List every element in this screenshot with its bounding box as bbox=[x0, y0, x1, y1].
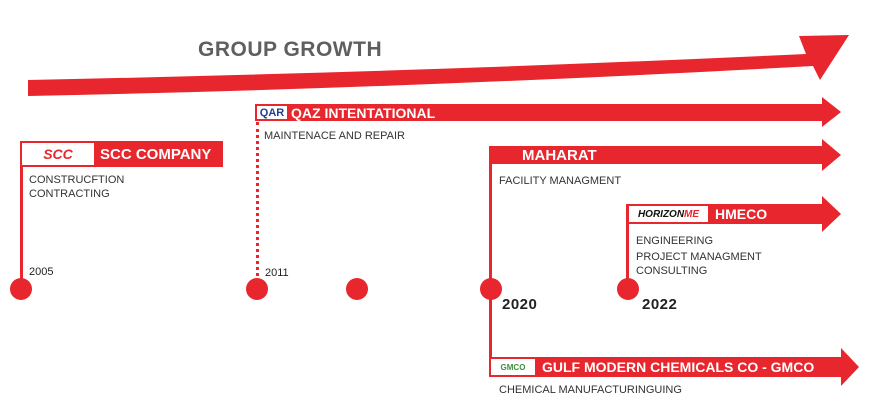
maharat-service-1: FACILITY MANAGMENT bbox=[499, 175, 622, 187]
qaz-timeline-line bbox=[256, 122, 259, 282]
maharat-company-name: MAHARAT bbox=[522, 147, 597, 164]
hmeco-year: 2022 bbox=[642, 296, 678, 313]
qaz-company-name: QAZ INTENTATIONAL bbox=[291, 105, 436, 121]
scc-timeline-line bbox=[20, 165, 23, 286]
maharat-year: 2020 bbox=[502, 296, 538, 313]
qaz-logo: QAR bbox=[257, 106, 287, 119]
qaz-service-1: MAINTENACE AND REPAIR bbox=[264, 130, 405, 142]
scc-year: 2005 bbox=[29, 266, 54, 278]
maharat-timeline-line bbox=[489, 146, 492, 374]
hmeco-company-name: HMECO bbox=[715, 206, 768, 222]
hmeco-logo: HORIZON ME bbox=[629, 206, 708, 222]
scc-timeline-dot bbox=[10, 278, 32, 300]
gmco-logo: GMCO bbox=[491, 359, 535, 375]
scc-service-1: CONSTRUCFTION bbox=[29, 174, 125, 186]
qaz-year: 2011 bbox=[265, 267, 289, 279]
scc-service-2: CONTRACTING bbox=[29, 188, 110, 200]
hmeco-service-3: CONSULTING bbox=[636, 265, 708, 277]
page-title: GROUP GROWTH bbox=[198, 38, 383, 61]
hmeco-timeline-dot bbox=[617, 278, 639, 300]
qaz-timeline-dot bbox=[246, 278, 268, 300]
timeline-dot bbox=[346, 278, 368, 300]
hmeco-timeline-line bbox=[626, 205, 629, 283]
scc-logo: SCC bbox=[22, 143, 94, 165]
maharat-timeline-dot bbox=[480, 278, 502, 300]
hmeco-service-2: PROJECT MANAGMENT bbox=[636, 251, 762, 263]
hmeco-service-1: ENGINEERING bbox=[636, 235, 714, 247]
scc-company-name: SCC COMPANY bbox=[100, 146, 212, 163]
gmco-service-1: CHEMICAL MANUFACTURINGUING bbox=[499, 384, 682, 396]
gmco-company-name: GULF MODERN CHEMICALS CO - GMCO bbox=[542, 359, 815, 375]
